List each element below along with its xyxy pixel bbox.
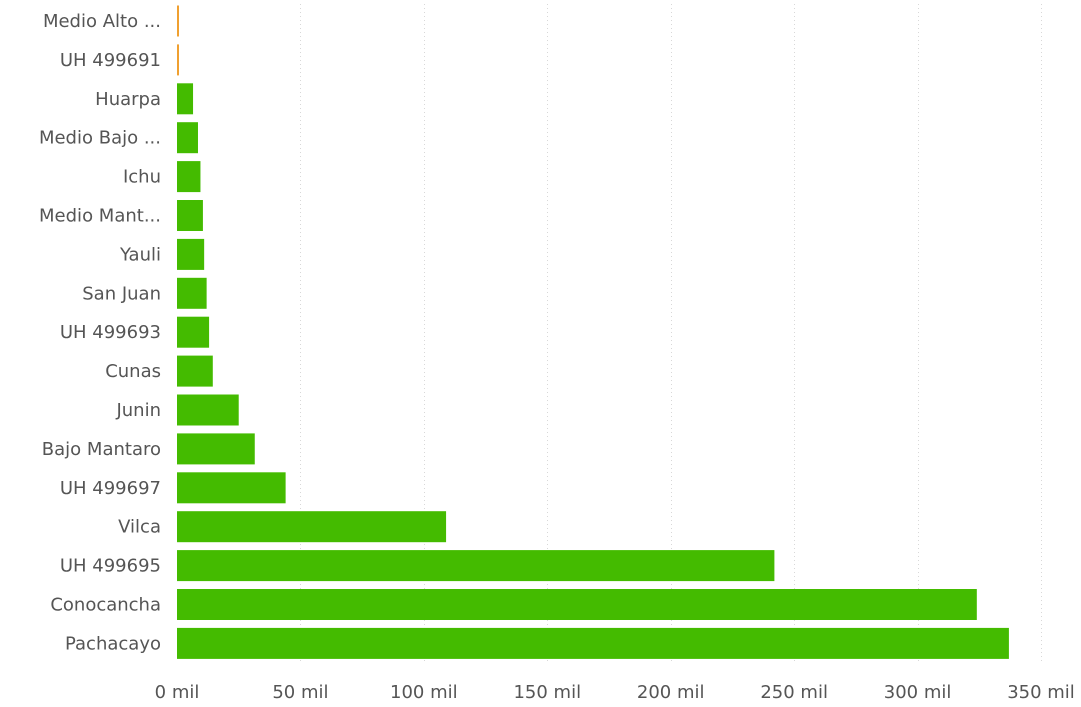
category-label: Medio Alto ... bbox=[43, 11, 161, 32]
bar[interactable] bbox=[177, 238, 205, 270]
bar[interactable] bbox=[177, 161, 201, 193]
bar[interactable] bbox=[177, 5, 179, 37]
bar[interactable] bbox=[177, 589, 977, 620]
bar[interactable] bbox=[177, 277, 207, 309]
category-label: Yauli bbox=[119, 244, 161, 265]
category-label: Junin bbox=[115, 400, 161, 421]
bars bbox=[177, 5, 1009, 659]
category-label: Bajo Mantaro bbox=[42, 439, 161, 460]
x-tick-label: 350 mil bbox=[1007, 682, 1075, 703]
category-label: Conocancha bbox=[50, 595, 161, 616]
bar[interactable] bbox=[177, 550, 775, 582]
category-label: UH 499693 bbox=[60, 322, 161, 343]
category-label: Cunas bbox=[105, 361, 161, 382]
category-label: Huarpa bbox=[95, 89, 161, 110]
bar[interactable] bbox=[177, 122, 198, 154]
x-axis-tick-labels: 0 mil 50 mil 100 mil 150 mil 200 mil 250 mil 3… bbox=[155, 682, 1075, 703]
bar[interactable] bbox=[177, 627, 1009, 659]
bar[interactable] bbox=[177, 44, 179, 76]
bar[interactable] bbox=[177, 511, 447, 543]
category-label: UH 499691 bbox=[60, 50, 161, 71]
bar[interactable] bbox=[177, 433, 255, 465]
x-tick-label: 0 mil bbox=[155, 682, 200, 703]
category-label: San Juan bbox=[82, 283, 161, 304]
bar[interactable] bbox=[177, 200, 203, 231]
x-tick-label: 100 mil bbox=[390, 682, 458, 703]
bar[interactable] bbox=[177, 472, 286, 504]
category-label: Medio Bajo ... bbox=[39, 128, 161, 149]
category-label: Ichu bbox=[123, 167, 161, 188]
category-label: Vilca bbox=[118, 517, 161, 538]
x-tick-label: 200 mil bbox=[637, 682, 705, 703]
x-tick-label: 250 mil bbox=[760, 682, 828, 703]
x-tick-label: 150 mil bbox=[513, 682, 581, 703]
x-tick-label: 300 mil bbox=[884, 682, 952, 703]
bar[interactable] bbox=[177, 394, 239, 426]
category-label: Pachacayo bbox=[65, 633, 161, 654]
bar[interactable] bbox=[177, 316, 210, 348]
category-labels: Medio Alto ... UH 499691 Huarpa Medio Bajo … bbox=[39, 11, 161, 654]
x-tick-label: 50 mil bbox=[272, 682, 328, 703]
category-label: UH 499695 bbox=[60, 556, 161, 577]
category-label: Medio Mant... bbox=[39, 206, 161, 227]
bar[interactable] bbox=[177, 83, 194, 115]
bar[interactable] bbox=[177, 355, 213, 387]
category-label: UH 499697 bbox=[60, 478, 161, 499]
